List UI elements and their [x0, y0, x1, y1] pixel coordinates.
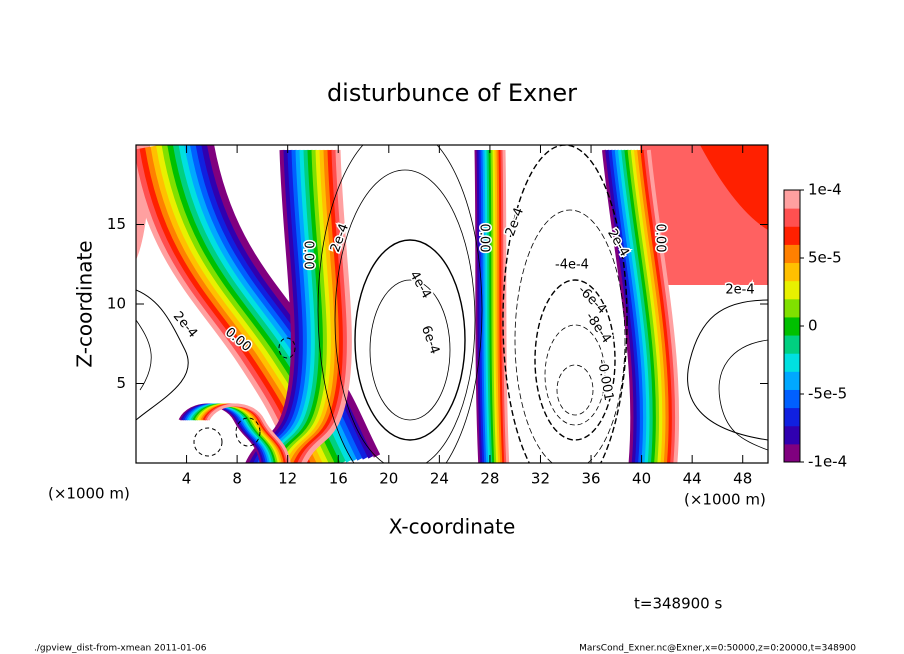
- colorbar-band: [784, 226, 800, 245]
- y-tick-label: 10: [107, 295, 126, 313]
- contour-band: [476, 149, 484, 463]
- colorbar-tick-label: -1e-4: [808, 453, 847, 471]
- contour-band: [273, 149, 324, 463]
- contour-band: [269, 149, 320, 463]
- contour-label: -0.001: [594, 358, 616, 402]
- time-label: t=348900 s: [634, 595, 722, 613]
- colorbar-tick-label: 1e-4: [808, 181, 842, 199]
- footer-right: MarsCond_Exner.nc@Exner,x=0:50000,z=0:20…: [579, 644, 856, 654]
- contour-band: [602, 149, 635, 463]
- contour-band: [480, 149, 488, 463]
- contour-band: [621, 149, 654, 463]
- x-tick-label: 36: [581, 470, 600, 488]
- contour-band: [605, 149, 638, 463]
- contour-band: [482, 149, 490, 463]
- colorbar-band: [784, 262, 800, 282]
- contour-band: [281, 149, 332, 463]
- x-axis-label: X-coordinate: [389, 515, 516, 539]
- x-tick-label: 12: [278, 470, 297, 488]
- contour-band: [634, 149, 667, 463]
- colorbar-band: [784, 407, 800, 427]
- contour-band: [646, 149, 680, 463]
- contour-label: 2e-4: [503, 206, 527, 239]
- x-tick-label: 28: [480, 470, 499, 488]
- contour-band: [614, 149, 648, 463]
- contour-band: [289, 149, 340, 463]
- colorbar-band: [784, 190, 800, 209]
- chart-title: disturbunce of Exner: [327, 79, 577, 107]
- contour-label: 0.00: [301, 241, 316, 270]
- x-tick-label: 44: [683, 470, 702, 488]
- x-tick-label: 16: [329, 470, 348, 488]
- contour-band: [488, 149, 496, 463]
- x-unit-label: (×1000 m): [48, 485, 130, 503]
- contour-label: 0.00: [477, 224, 492, 253]
- contour-band: [624, 149, 657, 463]
- contour-band: [500, 149, 508, 463]
- y-axis-label: Z-coordinate: [73, 240, 97, 367]
- colorbar-band: [784, 208, 800, 227]
- contour-label: -4e-4: [555, 258, 589, 273]
- contour-band: [700, 145, 768, 230]
- colorbar-band: [784, 335, 800, 354]
- contour-band: [627, 149, 660, 463]
- contour-band: [486, 149, 494, 463]
- colorbar: 1e-4 5e-5 0 -5e-5 -1e-4: [783, 181, 847, 471]
- contour-band: [630, 149, 664, 463]
- colorbar-band: [784, 244, 800, 264]
- colorbar-band: [784, 353, 800, 372]
- colorbar-band: [784, 425, 800, 445]
- contour-band: [496, 149, 504, 463]
- contour-band: [492, 149, 500, 463]
- contour-label: -8e-4: [582, 310, 614, 346]
- x-tick-label: 24: [430, 470, 449, 488]
- contour-band: [608, 149, 641, 463]
- contour-band: [293, 149, 344, 463]
- y-tick-label: 5: [116, 374, 126, 392]
- x-tick-label: 32: [531, 470, 550, 488]
- contour-band: [478, 149, 486, 463]
- contour-band: [498, 149, 506, 463]
- contour-band: [637, 149, 670, 463]
- contour-band: [206, 403, 291, 463]
- colorbar-band: [784, 316, 800, 336]
- footer-left: ./gpview_dist-from-xmean 2011-01-06: [34, 644, 207, 654]
- contour-band: [502, 149, 510, 463]
- colorbar-tick-label: 0: [808, 317, 818, 335]
- x-tick-label: 40: [632, 470, 651, 488]
- contour-label: 2e-4: [170, 309, 200, 341]
- contour-band: [618, 149, 651, 463]
- colorbar-tick-label: 5e-5: [808, 249, 842, 267]
- contour-band: [494, 149, 502, 463]
- contour-band: [611, 149, 644, 463]
- contour-band: [640, 149, 673, 463]
- contour-band: [297, 149, 348, 463]
- contour-label: 2e-4: [725, 283, 754, 298]
- contour-band: [490, 149, 498, 463]
- colorbar-band: [784, 280, 800, 300]
- colorbar-band: [784, 371, 800, 390]
- contour-band: [643, 149, 676, 463]
- x-tick-label: 4: [182, 470, 192, 488]
- contour-band: [301, 149, 352, 463]
- contour-label: 6e-4: [418, 324, 442, 357]
- contour-lines: [136, 145, 768, 463]
- contour-label: 4e-4: [406, 269, 434, 302]
- x-unit-label: (×1000 m): [684, 491, 766, 509]
- colorbar-tick-label: -5e-5: [808, 385, 847, 403]
- contour-band: [474, 149, 482, 463]
- x-tick-label: 20: [379, 470, 398, 488]
- colorbar-band: [784, 298, 800, 318]
- x-tick-label: 48: [733, 470, 752, 488]
- contour-band: [484, 149, 492, 463]
- contour-field: [136, 145, 768, 463]
- x-tick-label: 8: [232, 470, 242, 488]
- contour-label: 0.00: [653, 224, 668, 253]
- colorbar-band: [784, 443, 800, 463]
- y-tick-label: 15: [107, 215, 126, 233]
- colorbar-band: [784, 389, 800, 409]
